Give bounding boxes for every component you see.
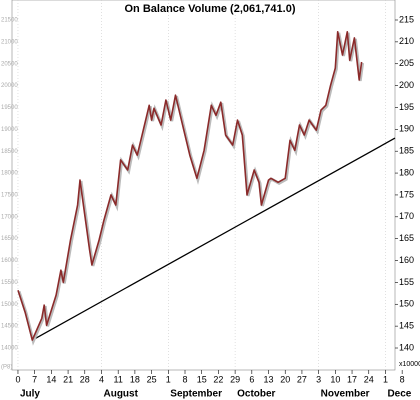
corner-label: (P8) [1,365,12,371]
y2-tick-label: 21500 [1,18,18,24]
x-tick-label: 17 [347,374,357,384]
y-tick-label: 150 [399,299,414,309]
month-label: August [103,389,138,400]
y-tick-label: 200 [399,80,414,90]
x-tick-label: 13 [264,374,274,384]
x-tick-label: 15 [197,374,207,384]
y-tick-label: 145 [399,321,414,331]
y2-tick-label: 18500 [1,149,18,155]
x-tick-label: 24 [364,374,374,384]
y-tick-label: 165 [399,233,414,243]
x-tick-label: 28 [80,374,90,384]
y-tick-label: 160 [399,255,414,265]
y-tick-label: 180 [399,167,414,177]
y2-tick-label: 19000 [1,127,18,133]
month-label: Dece [387,389,411,400]
month-label: November [321,389,370,400]
y-tick-label: 205 [399,58,414,68]
x-tick-label: 11 [114,374,123,384]
y2-tick-label: 17000 [1,214,18,220]
y2-tick-label: 21000 [1,39,18,45]
x-tick-label: 3 [316,374,321,384]
month-label: October [237,389,275,400]
x-tick-label: 8 [400,374,405,384]
y-tick-label: 170 [399,211,414,221]
x-tick-label: 10 [330,374,340,384]
y2-tick-label: 19500 [1,105,18,111]
y2-tick-label: 16000 [1,258,18,264]
y-tick-label: 215 [399,14,414,24]
trendline [31,137,396,341]
y-tick-label: 195 [399,102,414,112]
x-tick-label: 14 [46,374,56,384]
x-tick-label: 7 [32,374,37,384]
x-tick-label: 21 [63,374,73,384]
x-tick-label: 18 [130,374,140,384]
y2-tick-label: 20500 [1,61,18,67]
chart-title: On Balance Volume (2,061,741.0) [125,3,296,15]
x-tick-label: 25 [147,374,157,384]
y-tick-label: 190 [399,124,414,134]
y2-tick-label: 15500 [1,280,18,286]
x-tick-label: 1 [383,374,388,384]
y2-tick-label: 17500 [1,193,18,199]
y2-tick-label: 15000 [1,302,18,308]
y2-tick-label: 14000 [1,346,18,352]
unit-label: x10000 [399,361,420,368]
y2-tick-label: 20000 [1,83,18,89]
x-tick-label: 1 [166,374,171,384]
line-shadow [17,32,365,346]
y-tick-label: 140 [399,342,414,352]
x-tick-label: 6 [249,374,254,384]
y-tick-label: 175 [399,189,414,199]
y2-tick-label: 14500 [1,324,18,330]
x-tick-label: 22 [213,374,223,384]
y-tick-label: 210 [399,36,414,46]
y2-tick-label: 16500 [1,236,18,242]
x-tick-label: 20 [280,374,290,384]
y-tick-label: 155 [399,277,414,287]
series-line [17,31,363,341]
x-tick-label: 8 [182,374,187,384]
x-tick-label: 29 [230,374,240,384]
month-label: July [20,389,40,400]
x-tick-label: 27 [297,374,307,384]
y-tick-label: 185 [399,146,414,156]
x-tick-label: 0 [15,374,20,384]
x-tick-label: 4 [99,374,104,384]
month-label: September [170,389,222,400]
plot-frame [11,0,396,371]
y2-tick-label: 18000 [1,171,18,177]
